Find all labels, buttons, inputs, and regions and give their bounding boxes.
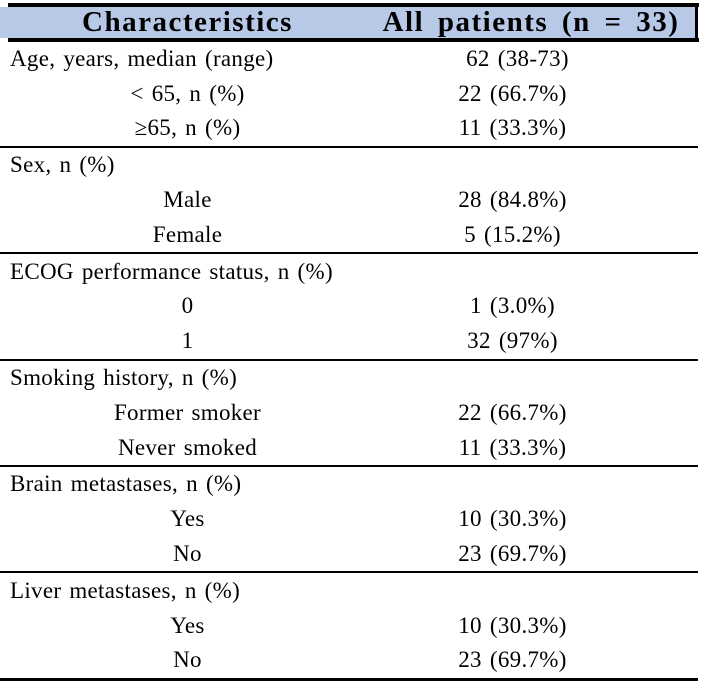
section-label: Liver metastases, n (%) [10, 577, 241, 603]
row-label: Male [163, 187, 212, 213]
table-section: Brain metastases, n (%) Yes 10 (30.3%) No 23… [0, 465, 698, 571]
row-value: 1 (3.0%) [470, 293, 555, 319]
table-header-row: Characteristics All patients (n = 33) [0, 3, 699, 42]
section-label: ECOG performance status, n (%) [10, 258, 333, 284]
table-row: No 23 (69.7%) [0, 537, 698, 572]
row-label: No [173, 647, 202, 673]
row-value: 23 (69.7%) [458, 647, 567, 673]
characteristics-table: Characteristics All patients (n = 33) Ag… [0, 3, 699, 681]
section-value: 62 (38-73) [466, 45, 569, 71]
column-header-characteristics: Characteristics [82, 5, 293, 38]
table-row: No 23 (69.7%) [0, 643, 698, 678]
table-row: Female 5 (15.2%) [0, 217, 698, 252]
table-section: Liver metastases, n (%) Yes 10 (30.3%) No 23… [0, 571, 698, 677]
table-row: Male 28 (84.8%) [0, 183, 698, 218]
row-label: 1 [181, 328, 194, 354]
section-header-row: ECOG performance status, n (%) [0, 254, 698, 289]
row-value: 22 (66.7%) [458, 80, 567, 106]
table-row: 0 1 (3.0%) [0, 289, 698, 324]
table-body: Age, years, median (range) 62 (38-73) < 65… [0, 42, 698, 681]
section-header-row: Brain metastases, n (%) [0, 467, 698, 502]
row-value: 23 (69.7%) [458, 541, 567, 567]
row-value: 10 (30.3%) [458, 612, 567, 638]
table-section: Smoking history, n (%) Former smoker 22 (6… [0, 358, 698, 465]
row-value: 32 (97%) [467, 328, 558, 354]
table-section: Sex, n (%) Male 28 (84.8%) Female 5 (15.2%) [0, 145, 698, 252]
row-value: 28 (84.8%) [458, 187, 567, 213]
section-label: Smoking history, n (%) [10, 365, 238, 391]
table-row: 1 32 (97%) [0, 324, 698, 359]
row-label: 0 [181, 293, 194, 319]
section-label: Age, years, median (range) [10, 45, 274, 71]
row-label: Yes [170, 506, 205, 532]
row-label: ≥65, n (%) [134, 115, 241, 141]
row-label: Female [152, 221, 223, 247]
section-label: Sex, n (%) [10, 152, 115, 178]
row-label: Yes [170, 612, 205, 638]
row-value: 22 (66.7%) [458, 399, 567, 425]
section-header-row: Liver metastases, n (%) [0, 573, 698, 608]
row-value: 11 (33.3%) [458, 115, 567, 141]
section-header-row: Smoking history, n (%) [0, 361, 698, 396]
column-header-all-patients: All patients (n = 33) [382, 5, 680, 38]
table-row: ≥65, n (%) 11 (33.3%) [0, 111, 698, 146]
section-header-row: Age, years, median (range) 62 (38-73) [0, 42, 698, 77]
row-label: Former smoker [113, 399, 262, 425]
row-label: Never smoked [117, 434, 258, 460]
row-value: 11 (33.3%) [458, 434, 567, 460]
table-section: Age, years, median (range) 62 (38-73) < 65… [0, 42, 698, 146]
section-header-row: Sex, n (%) [0, 148, 698, 183]
row-value: 10 (30.3%) [458, 506, 567, 532]
section-label: Brain metastases, n (%) [10, 471, 242, 497]
table-row: < 65, n (%) 22 (66.7%) [0, 76, 698, 111]
row-label: No [173, 541, 202, 567]
row-label: < 65, n (%) [130, 80, 245, 106]
row-value: 5 (15.2%) [464, 221, 561, 247]
table-row: Yes 10 (30.3%) [0, 502, 698, 537]
table-row: Former smoker 22 (66.7%) [0, 395, 698, 430]
table-row: Yes 10 (30.3%) [0, 608, 698, 643]
table-row: Never smoked 11 (33.3%) [0, 430, 698, 465]
table-section: ECOG performance status, n (%) 0 1 (3.0%) 1… [0, 252, 698, 358]
